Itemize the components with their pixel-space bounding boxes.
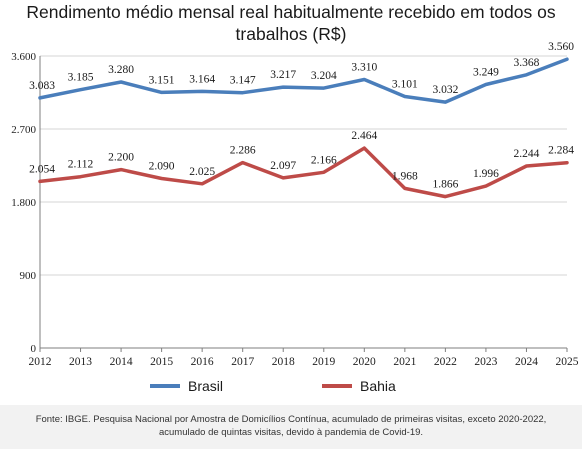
- legend-label-bahia: Bahia: [360, 378, 396, 394]
- data-label: 1.996: [473, 168, 499, 180]
- y-tick-label: 0: [31, 343, 37, 355]
- x-tick-label: 2024: [515, 356, 538, 368]
- source-note: Fonte: IBGE. Pesquisa Nacional por Amost…: [35, 414, 547, 438]
- data-label: 3.185: [68, 72, 94, 84]
- y-tick-label: 1.800: [11, 197, 36, 209]
- data-label: 1.866: [432, 179, 458, 191]
- data-label: 2.464: [351, 130, 377, 142]
- x-tick-label: 2022: [434, 356, 457, 368]
- x-tick-label: 2018: [272, 356, 295, 368]
- data-label: 3.368: [514, 57, 540, 69]
- x-tick-label: 2016: [191, 356, 214, 368]
- series-line-brasil: [38, 57, 569, 104]
- y-tick-label: 3.600: [11, 51, 36, 63]
- data-label: 1.968: [392, 170, 418, 182]
- data-label: 3.217: [270, 69, 296, 81]
- data-label: 3.280: [108, 64, 134, 76]
- chart-title-line-1: Rendimento médio mensal real habitualmen…: [26, 2, 556, 22]
- line-chart: 0 900 1.800 2.700 3.600 2012 2013 2014 2015 2016 2…: [11, 41, 579, 394]
- y-tick-label: 2.700: [11, 124, 36, 136]
- y-tick-label: 900: [20, 270, 37, 282]
- data-label: 2.025: [189, 166, 215, 178]
- data-label: 3.204: [311, 70, 337, 82]
- data-label: 2.097: [270, 160, 296, 172]
- data-label: 3.249: [473, 66, 499, 78]
- data-label: 2.090: [149, 160, 175, 172]
- data-label: 3.560: [548, 41, 574, 53]
- data-label: 2.200: [108, 152, 134, 164]
- legend-label-brasil: Brasil: [188, 378, 223, 394]
- x-tick-label: 2025: [556, 356, 579, 368]
- data-label: 3.310: [351, 62, 377, 74]
- data-label: 3.083: [29, 80, 55, 92]
- data-label: 2.284: [548, 145, 574, 157]
- data-label: 2.112: [68, 159, 94, 171]
- data-label: 2.166: [311, 154, 337, 166]
- data-label: 3.151: [149, 74, 175, 86]
- x-tick-label: 2015: [150, 356, 173, 368]
- x-tick-label: 2020: [353, 356, 376, 368]
- data-label: 3.032: [432, 84, 458, 96]
- x-tick-label: 2019: [312, 356, 335, 368]
- x-tick-label: 2012: [29, 356, 52, 368]
- footer-band: [0, 405, 582, 449]
- x-tick-label: 2023: [474, 356, 497, 368]
- data-label: 3.147: [230, 75, 256, 87]
- data-label: 3.164: [189, 73, 215, 85]
- x-tick-label: 2021: [393, 356, 416, 368]
- x-tick-label: 2017: [231, 356, 254, 368]
- data-label: 2.244: [514, 148, 540, 160]
- chart-title: Rendimento médio mensal real habitualmen…: [0, 1, 582, 45]
- data-label: 2.054: [29, 163, 55, 175]
- chart-title-line-2: trabalhos (R$): [235, 24, 347, 44]
- series-line-bahia: [38, 146, 569, 199]
- data-label: 3.101: [392, 78, 418, 90]
- data-label: 2.286: [230, 145, 256, 157]
- x-tick-label: 2013: [69, 356, 92, 368]
- x-tick-label: 2014: [110, 356, 133, 368]
